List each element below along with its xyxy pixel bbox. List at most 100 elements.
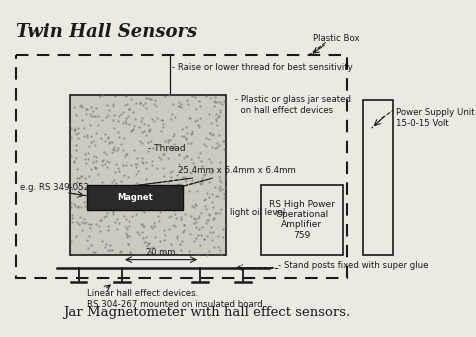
Point bbox=[125, 223, 132, 228]
Point bbox=[160, 250, 168, 256]
Point bbox=[123, 226, 131, 232]
Point bbox=[75, 193, 82, 198]
Point bbox=[186, 115, 193, 121]
Point bbox=[70, 127, 78, 133]
Point bbox=[144, 95, 152, 100]
Point bbox=[169, 147, 176, 152]
Point bbox=[192, 106, 199, 111]
Point bbox=[212, 210, 219, 216]
Text: 20 mm: 20 mm bbox=[146, 248, 175, 257]
Point bbox=[210, 95, 218, 100]
Point bbox=[146, 249, 154, 255]
Point bbox=[202, 135, 209, 140]
Bar bbox=[70, 95, 226, 255]
Point bbox=[91, 165, 99, 171]
Point bbox=[158, 118, 166, 123]
Point bbox=[197, 211, 204, 216]
Point bbox=[164, 140, 172, 145]
Point bbox=[209, 244, 217, 249]
Point bbox=[206, 130, 213, 136]
Point bbox=[193, 117, 200, 123]
Point bbox=[188, 93, 196, 98]
Point bbox=[153, 116, 160, 121]
Point bbox=[94, 171, 101, 176]
Point bbox=[199, 236, 207, 242]
Point bbox=[144, 241, 152, 247]
Point bbox=[125, 233, 132, 239]
Point bbox=[117, 248, 125, 253]
Point bbox=[112, 217, 120, 222]
Point bbox=[177, 105, 184, 110]
Point bbox=[149, 188, 157, 193]
Point bbox=[74, 125, 82, 130]
Point bbox=[200, 237, 208, 242]
Point bbox=[157, 157, 165, 162]
Point bbox=[72, 113, 80, 118]
Point bbox=[177, 247, 185, 252]
Bar bbox=[16, 56, 347, 278]
Point bbox=[102, 193, 109, 199]
Point bbox=[122, 162, 130, 167]
Point bbox=[215, 99, 223, 105]
Point bbox=[114, 146, 122, 151]
Point bbox=[139, 201, 147, 206]
Point bbox=[75, 221, 82, 226]
Point bbox=[210, 185, 218, 190]
Point bbox=[148, 223, 155, 229]
Point bbox=[148, 186, 155, 192]
Point bbox=[211, 99, 218, 105]
Point bbox=[155, 155, 163, 160]
Text: RS High Power
Operational
Amplifier
759: RS High Power Operational Amplifier 759 bbox=[268, 200, 334, 240]
Point bbox=[183, 101, 191, 106]
Point bbox=[83, 156, 91, 162]
Point bbox=[113, 147, 120, 153]
Point bbox=[175, 100, 182, 105]
Point bbox=[91, 164, 99, 170]
Point bbox=[167, 116, 174, 121]
Point bbox=[110, 113, 118, 118]
Point bbox=[109, 117, 116, 123]
Point bbox=[67, 125, 74, 130]
Point bbox=[166, 169, 174, 175]
Point bbox=[219, 138, 227, 144]
Point bbox=[105, 107, 112, 113]
Point bbox=[69, 104, 77, 109]
Point bbox=[197, 158, 204, 164]
Point bbox=[142, 105, 149, 111]
Point bbox=[201, 171, 208, 176]
Point bbox=[67, 154, 75, 159]
Point bbox=[210, 103, 218, 108]
Point bbox=[179, 229, 187, 235]
Text: - Plastic or glass jar seated
  on hall effect devices: - Plastic or glass jar seated on hall ef… bbox=[234, 95, 350, 115]
Point bbox=[89, 138, 97, 143]
Point bbox=[198, 163, 206, 168]
Point bbox=[220, 184, 228, 190]
Point bbox=[205, 180, 212, 185]
Point bbox=[138, 141, 146, 146]
Point bbox=[81, 151, 89, 157]
Point bbox=[89, 249, 97, 254]
Point bbox=[117, 178, 125, 183]
Point bbox=[217, 206, 225, 212]
Point bbox=[74, 135, 82, 141]
Point bbox=[119, 109, 127, 114]
Point bbox=[128, 213, 135, 219]
Point bbox=[180, 155, 188, 161]
Point bbox=[119, 213, 127, 219]
Point bbox=[197, 181, 204, 187]
Point bbox=[197, 233, 205, 238]
Point bbox=[191, 202, 199, 207]
Point bbox=[207, 159, 215, 165]
Point bbox=[136, 101, 144, 106]
Point bbox=[124, 204, 132, 209]
Point bbox=[199, 173, 207, 178]
Point bbox=[78, 104, 86, 110]
Point bbox=[166, 137, 174, 143]
Point bbox=[180, 222, 188, 227]
Point bbox=[171, 115, 178, 120]
Point bbox=[85, 173, 93, 179]
Point bbox=[220, 146, 228, 151]
Point bbox=[153, 181, 161, 186]
Point bbox=[198, 179, 206, 185]
Point bbox=[185, 248, 192, 253]
